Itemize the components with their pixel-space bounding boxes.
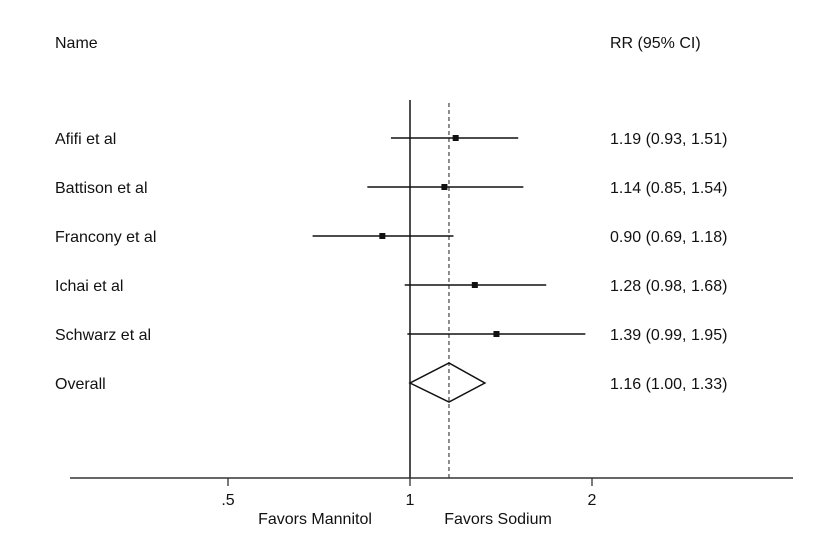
study-name: Afifi et al [55, 131, 116, 148]
point-estimate [452, 135, 459, 141]
effect-label: 1.14 (0.85, 1.54) [610, 180, 727, 197]
x-tick-label: .5 [221, 492, 234, 509]
x-tick-label: 1 [406, 492, 415, 509]
effect-label: 1.39 (0.99, 1.95) [610, 327, 727, 344]
header-effect: RR (95% CI) [610, 35, 701, 52]
point-estimate [471, 282, 478, 288]
overall-diamond [408, 362, 487, 403]
effect-label: 1.28 (0.98, 1.68) [610, 278, 727, 295]
header-name: Name [55, 35, 98, 52]
point-estimate [441, 184, 448, 190]
x-tick-label: 2 [588, 492, 597, 509]
point-estimate [493, 331, 500, 337]
effect-label: 0.90 (0.69, 1.18) [610, 229, 727, 246]
xlabel-left: Favors Mannitol [258, 511, 372, 528]
study-name: Ichai et al [55, 278, 123, 295]
overall-name: Overall [55, 376, 106, 393]
xlabel-right: Favors Sodium [444, 511, 552, 528]
effect-label: 1.19 (0.93, 1.51) [610, 131, 727, 148]
overall-label: 1.16 (1.00, 1.33) [610, 376, 727, 393]
study-name: Schwarz et al [55, 327, 151, 344]
study-name: Francony et al [55, 229, 156, 246]
study-name: Battison et al [55, 180, 148, 197]
point-estimate [379, 233, 386, 239]
